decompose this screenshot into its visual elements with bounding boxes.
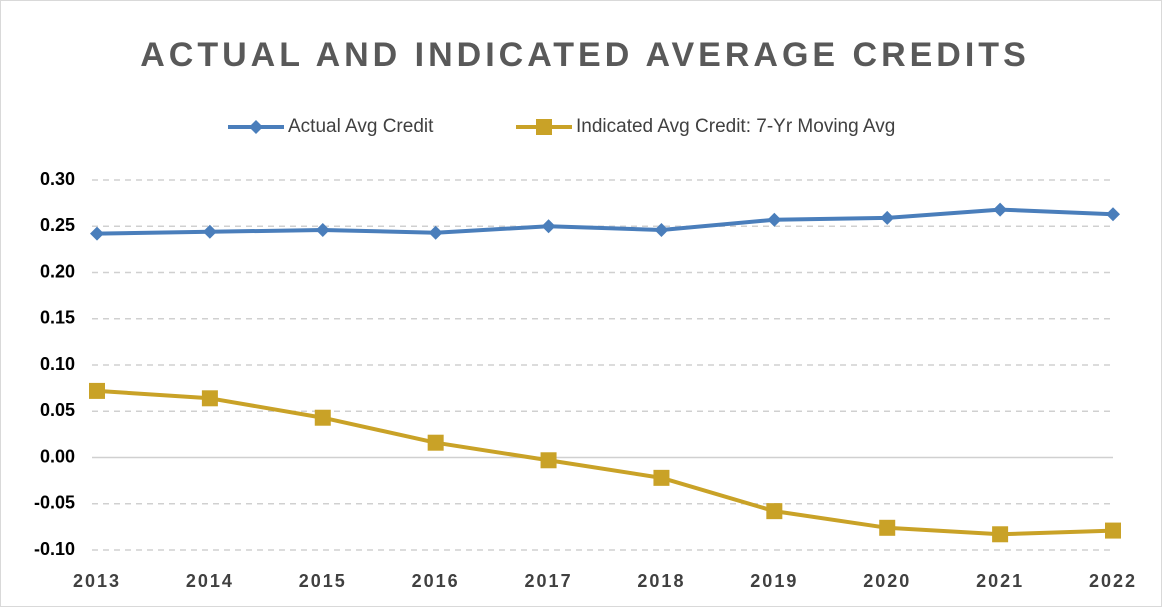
point-marker: [1105, 522, 1121, 539]
point-marker: [992, 526, 1009, 543]
y-tick-label: 0.30: [40, 169, 75, 189]
point-marker: [766, 503, 783, 520]
point-marker: [90, 226, 104, 241]
x-tick-label: 2019: [750, 571, 798, 591]
point-marker: [1106, 207, 1120, 222]
x-tick-label: 2014: [186, 571, 234, 591]
point-marker: [315, 222, 330, 237]
legend-marker: [536, 119, 552, 135]
x-tick-label: 2013: [73, 571, 121, 591]
x-tick-label: 2017: [525, 571, 573, 591]
legend-marker: [249, 120, 263, 134]
y-tick-label: -0.10: [34, 539, 75, 559]
y-tick-label: 0.25: [40, 215, 75, 235]
y-tick-label: -0.05: [34, 493, 75, 513]
point-marker: [314, 409, 331, 426]
point-marker: [540, 452, 557, 469]
point-marker: [202, 224, 217, 239]
x-tick-label: 2022: [1089, 571, 1137, 591]
point-marker: [428, 225, 443, 240]
point-marker: [653, 469, 670, 486]
series-line: [96, 388, 1114, 537]
x-tick-label: 2015: [299, 571, 347, 591]
x-tick-label: 2016: [412, 571, 460, 591]
x-tick-label: 2021: [976, 571, 1024, 591]
series-line: [96, 207, 1114, 236]
point-marker: [427, 434, 444, 451]
legend-label: Indicated Avg Credit: 7-Yr Moving Avg: [576, 116, 895, 137]
point-marker: [879, 519, 896, 536]
y-tick-label: 0.05: [40, 400, 75, 420]
x-tick-label: 2020: [863, 571, 911, 591]
point-marker: [767, 212, 782, 227]
y-tick-label: 0.15: [40, 308, 75, 328]
point-marker: [201, 390, 218, 407]
x-tick-label: 2018: [637, 571, 685, 591]
point-marker: [654, 222, 669, 237]
y-tick-label: 0.00: [40, 446, 75, 466]
point-marker: [541, 219, 556, 234]
legend-label: Actual Avg Credit: [288, 116, 434, 137]
y-tick-label: 0.20: [40, 261, 75, 281]
point-marker: [89, 382, 105, 399]
y-tick-label: 0.10: [40, 354, 75, 374]
chart-title: ACTUAL AND INDICATED AVERAGE CREDITS: [140, 36, 1030, 74]
point-marker: [993, 202, 1008, 217]
point-marker: [880, 210, 895, 225]
